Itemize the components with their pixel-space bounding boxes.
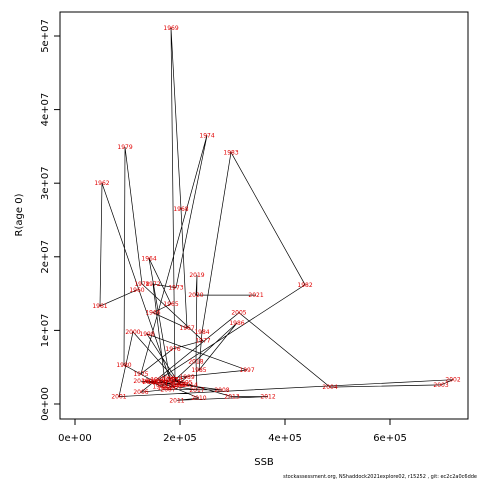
x-tick-label: 2e+05 [163, 433, 197, 444]
year-point: 2010 [191, 395, 206, 402]
year-point: 1980 [116, 362, 131, 369]
year-point: 2016 [133, 378, 148, 385]
year-point: 1995 [177, 380, 192, 387]
year-point: 2008 [214, 387, 229, 394]
year-point: 1984 [194, 329, 209, 336]
y-tick-label: 4e+07 [40, 93, 51, 127]
year-point: 2014 [182, 382, 197, 389]
year-point: 1979 [117, 144, 132, 151]
plot-frame [59, 11, 469, 420]
year-point: 2015 [142, 379, 157, 386]
year-point: 2018 [188, 358, 203, 365]
year-point: 1985 [191, 367, 206, 374]
year-point: 2021 [248, 292, 263, 299]
y-tick-label: 0e+00 [40, 387, 51, 421]
year-point: 1997 [239, 367, 254, 374]
year-point: 2011 [169, 397, 184, 404]
year-point: 1986 [229, 320, 244, 327]
year-point: 2007 [160, 386, 175, 393]
year-point: 1982 [297, 282, 312, 289]
year-point: 2017 [189, 387, 204, 394]
year-point: 1973 [168, 285, 183, 292]
year-point: 2012 [260, 394, 275, 401]
year-point: 1994 [150, 377, 165, 384]
year-point: 1965 [163, 301, 178, 308]
year-point: 2005 [231, 310, 246, 317]
year-point: 1999 [172, 382, 187, 389]
year-point: 1989 [179, 374, 194, 381]
year-point: 1978 [134, 281, 149, 288]
year-point: 1993 [167, 383, 182, 390]
trajectory-line [99, 27, 454, 401]
footer: stockassessment.org, NShaddock2021explor… [283, 474, 477, 480]
year-point: 2019 [189, 272, 204, 279]
year-point: 1962 [94, 180, 109, 187]
year-point: 1966 [145, 310, 160, 317]
year-point: 1964 [141, 255, 156, 262]
year-point: 1970 [167, 377, 182, 384]
x-tick-label: 6e+05 [373, 433, 407, 444]
year-point: 1960 [129, 287, 144, 294]
year-point: 1967 [179, 325, 194, 332]
y-tick-label: 2e+07 [40, 240, 51, 274]
y-tick-label: 1e+07 [40, 314, 51, 348]
year-point: 2020 [188, 292, 203, 299]
year-point: 1968 [173, 206, 188, 213]
y-tick-label: 5e+07 [40, 19, 51, 53]
year-point: 2013 [224, 394, 239, 401]
year-point: 1972 [145, 281, 160, 288]
year-point: 1971 [157, 380, 172, 387]
year-point: 1987 [164, 380, 179, 387]
year-point: 2004 [322, 384, 337, 391]
year-point: 1961 [92, 303, 107, 310]
year-point: 1992 [157, 385, 172, 392]
year-point: 1998 [139, 331, 154, 338]
year-point: 1981 [147, 379, 162, 386]
year-point: 2006 [133, 389, 148, 396]
year-point: 2002 [445, 377, 460, 384]
year-point: 1991 [141, 378, 156, 385]
year-point: 2003 [433, 382, 448, 389]
year-point: 1963 [162, 377, 177, 384]
year-point: 2001 [111, 394, 126, 401]
year-point: 1976 [165, 346, 180, 353]
year-point: 2000 [125, 329, 140, 336]
y-axis-label: R(age 0) [14, 193, 25, 236]
x-tick-label: 4e+05 [268, 433, 302, 444]
x-axis-label: SSB [254, 457, 274, 468]
year-point: 1977 [195, 338, 210, 345]
y-tick-label: 3e+07 [40, 166, 51, 200]
year-point: 1974 [199, 132, 214, 139]
year-point: 1983 [223, 149, 238, 156]
year-point: 1996 [160, 375, 175, 382]
year-point: 1988 [152, 383, 167, 390]
year-point: 1975 [133, 371, 148, 378]
x-tick-label: 0e+00 [58, 433, 92, 444]
year-point: 2009 [152, 379, 167, 386]
year-point: 1969 [163, 25, 178, 32]
year-point: 1990 [170, 382, 185, 389]
